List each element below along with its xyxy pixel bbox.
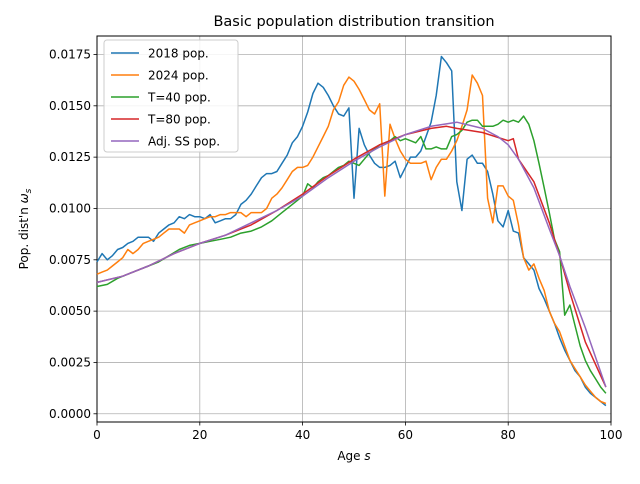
- y-tick-label: 0.0125: [49, 150, 91, 164]
- y-axis-ticks: 0.0000 0.0025 0.0050 0.0075 0.0100 0.0125 0.01…: [49, 47, 97, 421]
- x-tick-label: 100: [600, 428, 623, 442]
- x-axis-ticks: 0 20 40 60 80 100: [93, 422, 622, 442]
- series-line-5: [96, 121, 607, 388]
- legend: 2018 pop. 2024 pop. T=40 pop. T=80 pop. Adj.…: [103, 39, 239, 153]
- legend-box: [103, 39, 239, 153]
- x-tick-label: 0: [93, 428, 101, 442]
- legend-label: T=80 pop.: [147, 113, 211, 127]
- legend-label: T=40 pop.: [147, 91, 211, 105]
- y-axis-label: Pop. dist'n ωs: [17, 188, 34, 269]
- y-tick-label: 0.0000: [49, 407, 91, 421]
- legend-label: 2024 pop.: [148, 69, 209, 83]
- y-tick-label: 0.0025: [49, 355, 91, 369]
- y-tick-label: 0.0075: [49, 253, 91, 267]
- series-line-3: [96, 115, 607, 394]
- legend-label: Adj. SS pop.: [148, 135, 220, 149]
- series-layer: [96, 55, 607, 407]
- x-tick-label: 40: [295, 428, 310, 442]
- series-line-2: [96, 74, 607, 405]
- plot-area: [96, 35, 612, 423]
- y-tick-label: 0.0100: [49, 201, 91, 215]
- legend-label: 2018 pop.: [148, 47, 209, 61]
- y-tick-label: 0.0175: [49, 47, 91, 61]
- chart-title: Basic population distribution transition: [213, 14, 494, 30]
- y-tick-label: 0.0050: [49, 304, 91, 318]
- x-tick-label: 80: [501, 428, 516, 442]
- y-tick-label: 0.0150: [49, 99, 91, 113]
- x-tick-label: 60: [398, 428, 413, 442]
- x-tick-label: 20: [192, 428, 207, 442]
- x-axis-label: Age s: [337, 449, 370, 463]
